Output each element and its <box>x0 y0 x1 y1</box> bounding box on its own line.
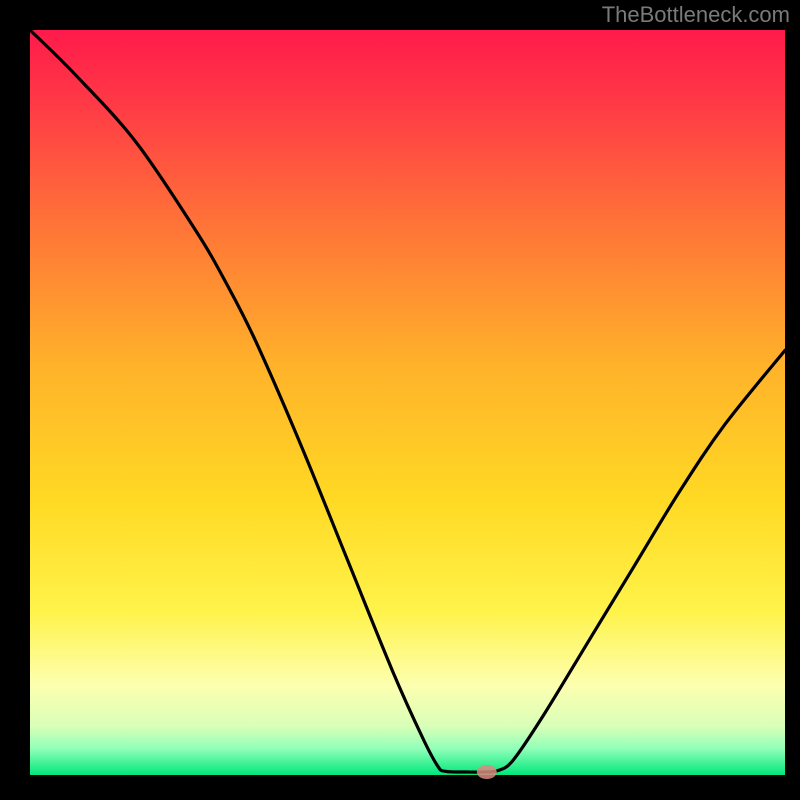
operating-point-marker <box>477 765 497 779</box>
chart-container: TheBottleneck.com <box>0 0 800 800</box>
watermark-label: TheBottleneck.com <box>602 2 790 28</box>
chart-plot-area <box>30 30 785 775</box>
bottleneck-chart <box>0 0 800 800</box>
